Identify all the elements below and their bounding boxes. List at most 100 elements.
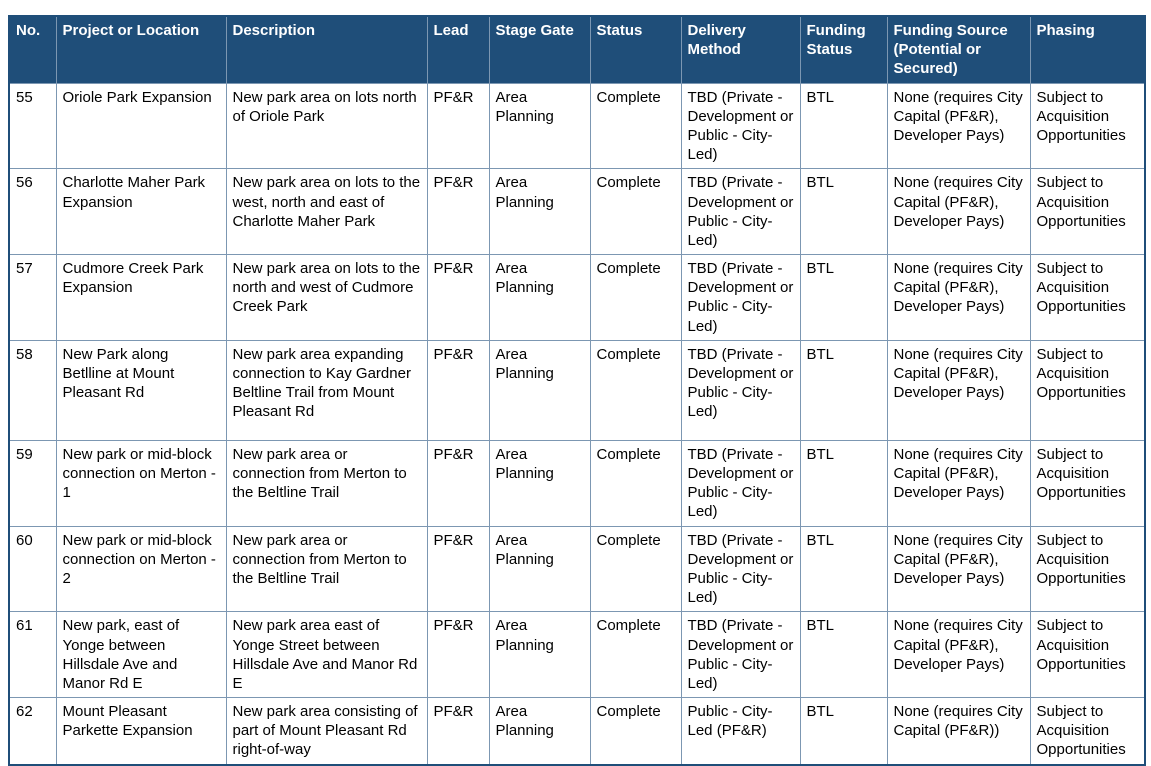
cell-funding-status: BTL <box>799 439 888 527</box>
column-header-funding-status: Funding Status <box>799 15 888 84</box>
cell-stage-gate: Area Planning <box>488 254 591 341</box>
cell-funding-status: BTL <box>799 697 888 766</box>
cell-phasing: Subject to Acquisition Opportunities <box>1029 254 1146 341</box>
cell-project: Charlotte Maher Park Expansion <box>55 168 227 256</box>
cell-project: Mount Pleasant Parkette Expansion <box>55 697 227 766</box>
cell-delivery-method: TBD (Private - Development or Public - C… <box>680 611 801 699</box>
cell-no: 59 <box>8 439 57 527</box>
cell-delivery-method: Public - City-Led (PF&R) <box>680 697 801 766</box>
cell-lead: PF&R <box>426 439 490 527</box>
cell-phasing: Subject to Acquisition Opportunities <box>1029 82 1146 170</box>
cell-funding-status: BTL <box>799 339 888 441</box>
table-row: 62 Mount Pleasant Parkette Expansion New p… <box>8 697 1146 766</box>
cell-stage-gate: Area Planning <box>488 339 591 441</box>
column-header-funding-source: Funding Source (Potential or Secured) <box>886 15 1031 84</box>
cell-description: New park area on lots to the west, north… <box>225 168 428 256</box>
cell-description: New park area east of Yonge Street betwe… <box>225 611 428 699</box>
cell-delivery-method: TBD (Private - Development or Public - C… <box>680 439 801 527</box>
cell-status: Complete <box>589 168 682 256</box>
cell-funding-status: BTL <box>799 611 888 699</box>
cell-funding-status: BTL <box>799 254 888 341</box>
table-row: 61 New park, east of Yonge between Hillsd… <box>8 611 1146 699</box>
cell-funding-source: None (requires City Capital (PF&R), Deve… <box>886 611 1031 699</box>
cell-delivery-method: TBD (Private - Development or Public - C… <box>680 254 801 341</box>
cell-no: 62 <box>8 697 57 766</box>
cell-status: Complete <box>589 525 682 613</box>
cell-no: 61 <box>8 611 57 699</box>
cell-status: Complete <box>589 82 682 170</box>
cell-status: Complete <box>589 697 682 766</box>
cell-no: 55 <box>8 82 57 170</box>
document-page: No. Project or Location Description Lead… <box>0 15 1151 766</box>
cell-stage-gate: Area Planning <box>488 697 591 766</box>
table-header: No. Project or Location Description Lead… <box>8 15 1146 84</box>
cell-project: New park or mid-block connection on Mert… <box>55 439 227 527</box>
cell-lead: PF&R <box>426 82 490 170</box>
column-header-delivery-method: Delivery Method <box>680 15 801 84</box>
cell-no: 57 <box>8 254 57 341</box>
cell-funding-source: None (requires City Capital (PF&R), Deve… <box>886 339 1031 441</box>
cell-stage-gate: Area Planning <box>488 82 591 170</box>
cell-lead: PF&R <box>426 339 490 441</box>
cell-delivery-method: TBD (Private - Development or Public - C… <box>680 339 801 441</box>
table-row: 57 Cudmore Creek Park Expansion New park a… <box>8 254 1146 341</box>
cell-phasing: Subject to Acquisition Opportunities <box>1029 525 1146 613</box>
column-header-phasing: Phasing <box>1029 15 1146 84</box>
cell-stage-gate: Area Planning <box>488 168 591 256</box>
cell-project: Oriole Park Expansion <box>55 82 227 170</box>
column-header-description: Description <box>225 15 428 84</box>
cell-status: Complete <box>589 339 682 441</box>
cell-project: New Park along Betlline at Mount Pleasan… <box>55 339 227 441</box>
cell-status: Complete <box>589 254 682 341</box>
cell-description: New park area or connection from Merton … <box>225 439 428 527</box>
cell-phasing: Subject to Acquisition Opportunities <box>1029 339 1146 441</box>
cell-funding-status: BTL <box>799 525 888 613</box>
cell-description: New park area on lots north of Oriole Pa… <box>225 82 428 170</box>
cell-funding-source: None (requires City Capital (PF&R), Deve… <box>886 254 1031 341</box>
cell-lead: PF&R <box>426 611 490 699</box>
column-header-lead: Lead <box>426 15 490 84</box>
cell-lead: PF&R <box>426 525 490 613</box>
cell-description: New park area expanding connection to Ka… <box>225 339 428 441</box>
column-header-no: No. <box>8 15 57 84</box>
cell-project: New park, east of Yonge between Hillsdal… <box>55 611 227 699</box>
cell-funding-status: BTL <box>799 168 888 256</box>
cell-project: Cudmore Creek Park Expansion <box>55 254 227 341</box>
table-row: 60 New park or mid-block connection on Me… <box>8 525 1146 613</box>
table-body: 55 Oriole Park Expansion New park area on … <box>8 82 1146 766</box>
cell-status: Complete <box>589 439 682 527</box>
cell-phasing: Subject to Acquisition Opportunities <box>1029 611 1146 699</box>
cell-status: Complete <box>589 611 682 699</box>
cell-funding-source: None (requires City Capital (PF&R), Deve… <box>886 168 1031 256</box>
cell-no: 60 <box>8 525 57 613</box>
cell-stage-gate: Area Planning <box>488 611 591 699</box>
cell-no: 58 <box>8 339 57 441</box>
cell-stage-gate: Area Planning <box>488 439 591 527</box>
header-row: No. Project or Location Description Lead… <box>8 15 1146 84</box>
cell-funding-status: BTL <box>799 82 888 170</box>
cell-funding-source: None (requires City Capital (PF&R), Deve… <box>886 439 1031 527</box>
cell-no: 56 <box>8 168 57 256</box>
cell-stage-gate: Area Planning <box>488 525 591 613</box>
cell-funding-source: None (requires City Capital (PF&R), Deve… <box>886 82 1031 170</box>
cell-phasing: Subject to Acquisition Opportunities <box>1029 168 1146 256</box>
table-row: 56 Charlotte Maher Park Expansion New park… <box>8 168 1146 256</box>
cell-delivery-method: TBD (Private - Development or Public - C… <box>680 525 801 613</box>
cell-lead: PF&R <box>426 168 490 256</box>
cell-description: New park area consisting of part of Moun… <box>225 697 428 766</box>
cell-description: New park area on lots to the north and w… <box>225 254 428 341</box>
cell-lead: PF&R <box>426 697 490 766</box>
table-row: 55 Oriole Park Expansion New park area on … <box>8 82 1146 170</box>
table-row: 58 New Park along Betlline at Mount Pleas… <box>8 339 1146 441</box>
cell-funding-source: None (requires City Capital (PF&R)) <box>886 697 1031 766</box>
cell-lead: PF&R <box>426 254 490 341</box>
cell-project: New park or mid-block connection on Mert… <box>55 525 227 613</box>
cell-description: New park area or connection from Merton … <box>225 525 428 613</box>
cell-phasing: Subject to Acquisition Opportunities <box>1029 439 1146 527</box>
table-row: 59 New park or mid-block connection on Me… <box>8 439 1146 527</box>
column-header-project-or-location: Project or Location <box>55 15 227 84</box>
cell-delivery-method: TBD (Private - Development or Public - C… <box>680 82 801 170</box>
cell-phasing: Subject to Acquisition Opportunities <box>1029 697 1146 766</box>
column-header-status: Status <box>589 15 682 84</box>
projects-table: No. Project or Location Description Lead… <box>8 15 1146 766</box>
